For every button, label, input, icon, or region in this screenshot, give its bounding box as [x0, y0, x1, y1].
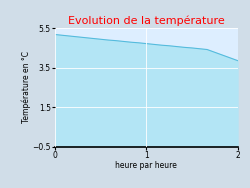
X-axis label: heure par heure: heure par heure — [115, 161, 177, 170]
Title: Evolution de la température: Evolution de la température — [68, 16, 224, 26]
Y-axis label: Température en °C: Température en °C — [22, 52, 31, 123]
